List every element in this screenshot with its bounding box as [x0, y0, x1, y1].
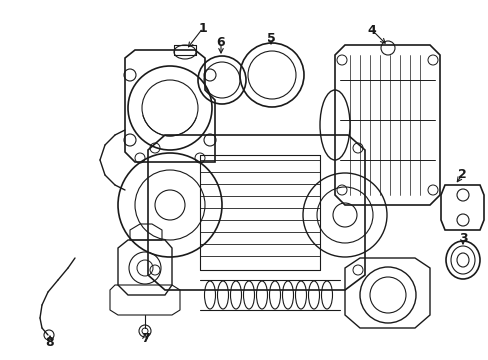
Text: 1: 1: [198, 22, 207, 35]
Text: 8: 8: [45, 336, 54, 348]
Text: 6: 6: [216, 36, 225, 49]
Text: 7: 7: [141, 332, 149, 345]
Text: 5: 5: [266, 31, 275, 45]
Text: 3: 3: [458, 231, 467, 244]
Text: 4: 4: [367, 23, 376, 36]
Text: 2: 2: [457, 168, 466, 181]
